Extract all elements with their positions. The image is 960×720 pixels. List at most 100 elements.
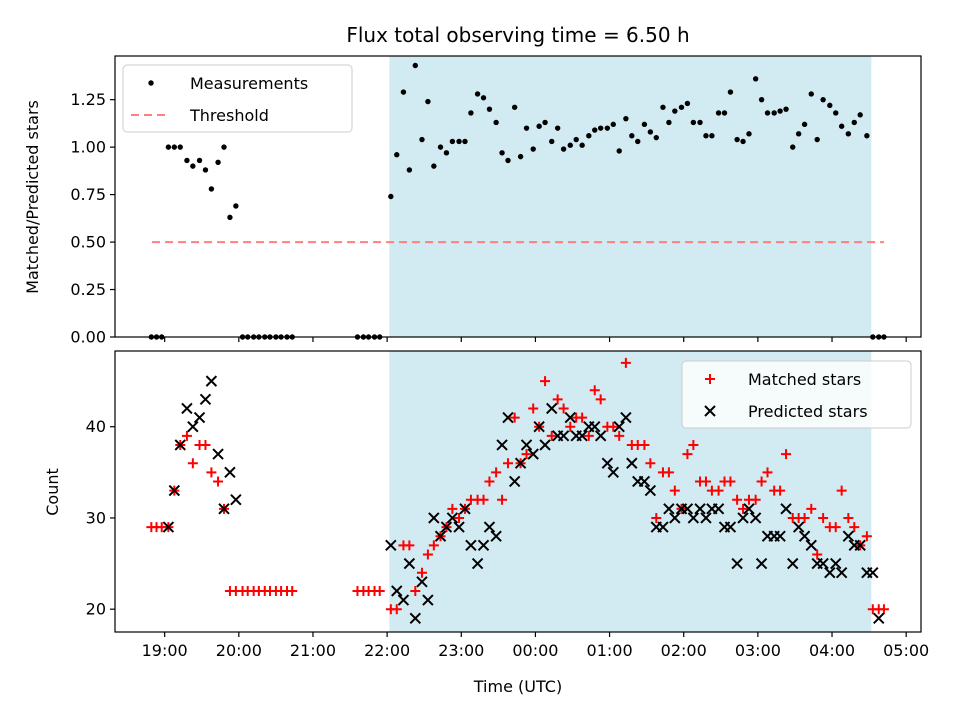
data-point (171, 144, 178, 150)
data-point (287, 585, 298, 596)
data-point (688, 439, 699, 450)
data-point (193, 411, 206, 424)
data-point (385, 539, 397, 552)
data-point (798, 530, 811, 542)
data-point (443, 150, 450, 156)
data-point (227, 214, 233, 221)
legend: Matched stars Predicted stars (681, 360, 912, 429)
x-tick-label: 21:00 (290, 641, 336, 660)
data-point (657, 521, 669, 533)
data-point (394, 152, 400, 158)
data-point (713, 485, 724, 496)
data-point (651, 512, 662, 523)
data-point (725, 476, 736, 487)
data-point (604, 125, 611, 131)
data-point (449, 138, 456, 145)
data-point (589, 421, 601, 433)
data-point (827, 102, 833, 109)
data-point (431, 163, 437, 169)
data-point (560, 146, 567, 152)
data-point (181, 402, 193, 415)
data-point (690, 119, 697, 126)
data-point (425, 98, 431, 105)
data-point (592, 127, 598, 133)
data-point (750, 494, 761, 505)
data-point (490, 530, 502, 542)
data-point (511, 104, 518, 110)
data-point (554, 125, 561, 131)
chart-title: Flux total observing time = 6.50 h (346, 23, 689, 47)
data-point (539, 439, 551, 451)
data-point (428, 540, 439, 551)
data-point (558, 403, 569, 414)
data-point (374, 585, 385, 596)
data-point (737, 512, 749, 524)
data-point (864, 133, 870, 139)
series-predicted-stars (162, 375, 885, 625)
data-point (724, 521, 737, 533)
data-point (536, 123, 542, 129)
legend-box (122, 64, 353, 133)
legend-label: Matched stars (748, 370, 861, 389)
data-point (805, 539, 817, 552)
data-point (181, 430, 192, 441)
data-point (669, 512, 681, 524)
data-point (814, 136, 820, 143)
data-point (861, 531, 872, 542)
data-point (820, 96, 826, 103)
data-point (727, 89, 734, 95)
data-point (836, 485, 847, 496)
data-point (620, 411, 632, 424)
data-point (190, 163, 196, 169)
y-tick-label: 40 (86, 417, 106, 436)
data-point (842, 530, 855, 542)
data-point (780, 503, 792, 515)
data-point (635, 138, 641, 145)
data-point (533, 421, 545, 433)
data-point (849, 522, 860, 533)
data-point (878, 604, 889, 615)
axes-frame (114, 55, 922, 338)
data-point (567, 142, 573, 148)
data-point (447, 503, 458, 514)
data-point (200, 439, 211, 450)
data-point (644, 484, 657, 497)
data-point (629, 133, 635, 139)
data-point (465, 539, 477, 552)
data-point (497, 494, 508, 505)
data-point (672, 108, 678, 114)
data-point (206, 467, 217, 478)
data-point (162, 521, 175, 533)
data-point (583, 430, 594, 441)
data-point (731, 557, 743, 570)
data-point (484, 476, 495, 487)
data-point (838, 123, 845, 129)
data-point (715, 110, 722, 116)
data-point (478, 494, 489, 505)
axes-frame (114, 350, 922, 633)
data-point (775, 485, 786, 496)
data-point (520, 439, 533, 451)
legend-label: Threshold (189, 106, 269, 125)
data-point (480, 95, 487, 101)
data-point (409, 612, 422, 625)
data-point (684, 100, 691, 107)
data-point (508, 475, 521, 488)
data-point (446, 512, 459, 524)
data-point (502, 411, 514, 424)
data-point (663, 503, 675, 515)
data-point (505, 157, 511, 164)
data-point (746, 131, 752, 137)
data-point (199, 393, 212, 406)
x-tick-label: 03:00 (735, 641, 781, 660)
legend-marker-predicted (704, 405, 716, 417)
x-tick-label: 05:00 (883, 641, 929, 660)
data-point (174, 439, 186, 451)
data-point (749, 512, 762, 524)
data-point (187, 421, 199, 433)
data-point (406, 167, 413, 173)
data-point (700, 476, 711, 487)
x-tick-label: 23:00 (438, 641, 484, 660)
data-point (613, 421, 625, 433)
data-point (712, 503, 725, 515)
